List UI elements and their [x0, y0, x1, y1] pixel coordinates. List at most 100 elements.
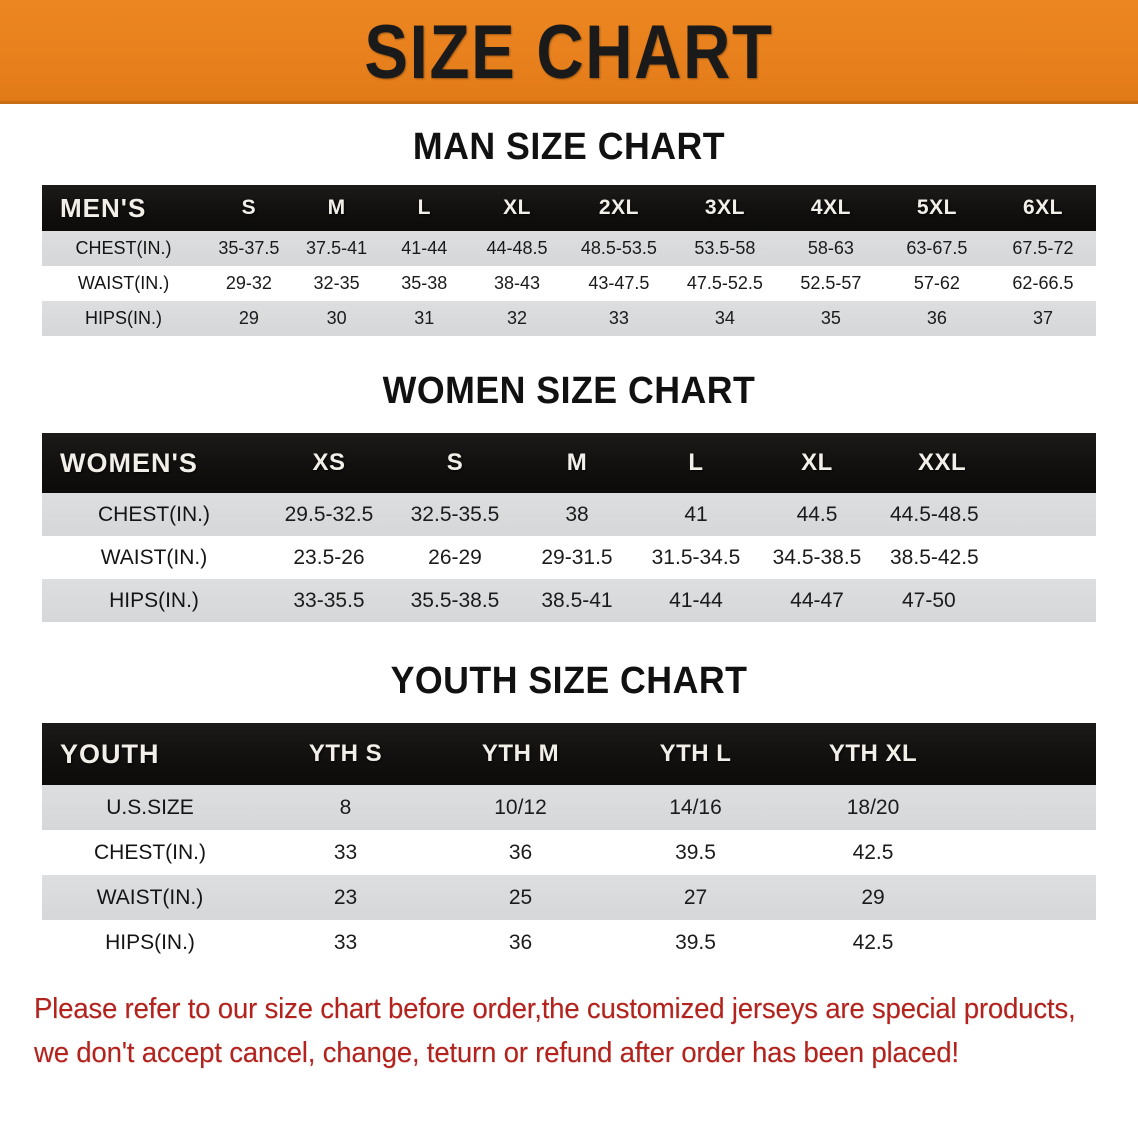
youth-row-label-hips: HIPS(IN.) — [105, 930, 195, 954]
youth-hips-l: 39.5 — [675, 930, 716, 954]
women-waist-xxl: 38.5-42.5 — [890, 545, 979, 569]
section-title-youth: YOUTH SIZE CHART — [390, 660, 748, 702]
youth-cell-spacer — [963, 875, 1096, 920]
women-hips-xl: 44-47 — [790, 588, 844, 612]
youth-ussize-s: 8 — [339, 795, 352, 819]
man-chest-l: 41-44 — [401, 238, 448, 258]
man-col-2xl: 2XL — [598, 196, 639, 219]
table-row: WAIST(IN.) 29-32 32-35 35-38 38-43 43-47… — [42, 266, 1096, 301]
women-hips-l: 41-44 — [669, 588, 723, 612]
table-row: HIPS(IN.) 33-35.5 35.5-38.5 38.5-41 41-4… — [42, 579, 1096, 622]
table-row: CHEST(IN.) 33 36 39.5 42.5 — [42, 830, 1096, 875]
youth-ussize-m: 10/12 — [494, 795, 547, 819]
youth-ussize-xl: 18/20 — [846, 795, 900, 819]
women-col-m: M — [566, 449, 588, 476]
man-chest-s: 35-37.5 — [218, 238, 280, 258]
man-col-l: L — [417, 196, 431, 219]
women-col-l: L — [688, 449, 704, 476]
youth-col-spacer — [963, 723, 1096, 785]
man-hips-l: 31 — [414, 308, 435, 328]
man-col-4xl: 4XL — [810, 196, 851, 219]
table-row: WAIST(IN.) 23.5-26 26-29 29-31.5 31.5-34… — [42, 536, 1096, 579]
youth-col-m: YTH M — [481, 740, 560, 767]
man-size-table: MEN'S S M L XL 2XL 3XL 4XL 5XL 6XL CHEST… — [42, 185, 1096, 336]
man-waist-2xl: 43-47.5 — [588, 273, 650, 293]
man-waist-s: 29-32 — [225, 273, 272, 293]
youth-hips-s: 33 — [333, 930, 358, 954]
table-row: CHEST(IN.) 35-37.5 37.5-41 41-44 44-48.5… — [42, 231, 1096, 266]
man-table-wrapper: MEN'S S M L XL 2XL 3XL 4XL 5XL 6XL CHEST… — [0, 185, 1138, 336]
women-col-xs: XS — [312, 449, 346, 476]
youth-cell-spacer — [963, 785, 1096, 830]
youth-hips-xl: 42.5 — [852, 930, 894, 954]
man-col-s: S — [241, 196, 257, 219]
man-col-5xl: 5XL — [916, 196, 957, 219]
table-row: CHEST(IN.) 29.5-32.5 32.5-35.5 38 41 44.… — [42, 493, 1096, 536]
youth-row-label-ussize: U.S.SIZE — [106, 795, 194, 819]
women-waist-xl: 34.5-38.5 — [772, 545, 862, 569]
disclaimer-line-1: Please refer to our size chart before or… — [34, 993, 1076, 1025]
women-col-xxl: XXL — [918, 449, 967, 476]
women-waist-l: 31.5-34.5 — [651, 545, 741, 569]
women-chest-xs: 29.5-32.5 — [284, 502, 374, 526]
man-hips-m: 30 — [326, 308, 347, 328]
man-waist-l: 35-38 — [401, 273, 448, 293]
table-row: U.S.SIZE 8 10/12 14/16 18/20 — [42, 785, 1096, 830]
youth-table-wrapper: YOUTH YTH S YTH M YTH L YTH XL U.S.SIZE … — [0, 723, 1138, 965]
man-waist-3xl: 47.5-52.5 — [686, 273, 763, 293]
disclaimer-text: Please refer to our size chart before or… — [34, 987, 1076, 1075]
man-waist-4xl: 52.5-57 — [800, 273, 862, 293]
man-chest-4xl: 58-63 — [807, 238, 854, 258]
youth-chest-s: 33 — [333, 840, 358, 864]
man-waist-m: 32-35 — [313, 273, 360, 293]
youth-waist-m: 25 — [508, 885, 533, 909]
man-chest-5xl: 63-67.5 — [906, 238, 968, 258]
women-hips-m: 38.5-41 — [541, 588, 613, 612]
man-chest-2xl: 48.5-53.5 — [580, 238, 657, 258]
women-col-s: S — [446, 449, 464, 476]
women-hips-xs: 33-35.5 — [293, 588, 365, 612]
women-table-wrapper: WOMEN'S XS S M L XL XXL CHEST(IN.) 29.5-… — [0, 433, 1138, 622]
table-row: WAIST(IN.) 23 25 27 29 — [42, 875, 1096, 920]
women-col-xl: XL — [801, 449, 833, 476]
youth-size-table: YOUTH YTH S YTH M YTH L YTH XL U.S.SIZE … — [42, 723, 1096, 965]
women-chest-m: 38 — [565, 502, 589, 526]
man-hips-6xl: 37 — [1032, 308, 1053, 328]
women-chest-xxl: 44.5-48.5 — [890, 502, 979, 526]
man-chest-3xl: 53.5-58 — [694, 238, 756, 258]
man-hips-5xl: 36 — [926, 308, 947, 328]
women-chest-xl: 44.5 — [796, 502, 838, 526]
man-hips-3xl: 34 — [714, 308, 735, 328]
man-waist-xl: 38-43 — [493, 273, 540, 293]
man-col-xl: XL — [503, 196, 531, 219]
women-waist-m: 29-31.5 — [541, 545, 613, 569]
women-corner-label: WOMEN'S — [60, 447, 198, 478]
man-col-3xl: 3XL — [704, 196, 745, 219]
page-title: SIZE CHART — [364, 9, 774, 95]
table-row: HIPS(IN.) 29 30 31 32 33 34 35 36 37 — [42, 301, 1096, 336]
women-row-label-hips: HIPS(IN.) — [109, 588, 199, 612]
man-hips-4xl: 35 — [820, 308, 841, 328]
youth-corner-label: YOUTH — [60, 738, 160, 769]
man-row-label-hips: HIPS(IN.) — [85, 308, 163, 328]
youth-hips-m: 36 — [508, 930, 533, 954]
man-header-row: MEN'S S M L XL 2XL 3XL 4XL 5XL 6XL — [42, 185, 1096, 231]
man-chest-xl: 44-48.5 — [486, 238, 548, 258]
youth-chest-xl: 42.5 — [852, 840, 894, 864]
women-chest-s: 32.5-35.5 — [410, 502, 500, 526]
disclaimer-line-2: we don't accept cancel, change, teturn o… — [34, 1037, 959, 1069]
youth-col-s: YTH S — [308, 740, 383, 767]
youth-col-l: YTH L — [659, 740, 732, 767]
man-hips-s: 29 — [238, 308, 259, 328]
women-waist-s: 26-29 — [428, 545, 482, 569]
youth-header-row: YOUTH YTH S YTH M YTH L YTH XL — [42, 723, 1096, 785]
youth-chest-m: 36 — [508, 840, 533, 864]
youth-row-label-chest: CHEST(IN.) — [94, 840, 206, 864]
youth-col-xl: YTH XL — [828, 740, 918, 767]
youth-chest-l: 39.5 — [675, 840, 716, 864]
man-hips-2xl: 33 — [608, 308, 629, 328]
youth-cell-spacer — [963, 920, 1096, 965]
man-waist-6xl: 62-66.5 — [1012, 273, 1074, 293]
women-hips-s: 35.5-38.5 — [410, 588, 500, 612]
man-chest-6xl: 67.5-72 — [1012, 238, 1074, 258]
